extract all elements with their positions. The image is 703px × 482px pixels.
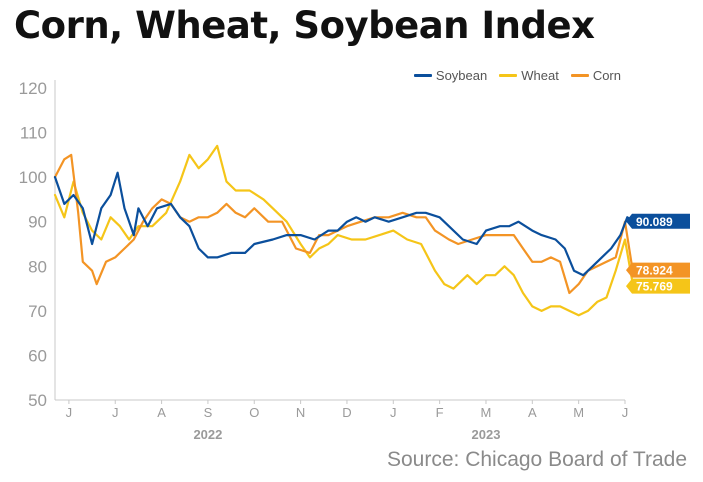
y-tick-label: 110 <box>20 124 47 143</box>
y-tick-label: 70 <box>28 302 47 321</box>
legend-swatch <box>413 74 432 77</box>
series-line-corn <box>53 153 645 295</box>
x-tick-label: A <box>528 405 537 420</box>
x-tick-label: M <box>481 405 492 420</box>
y-tick-label: 100 <box>19 168 47 187</box>
series-line-soybean <box>53 171 645 277</box>
x-tick-label: M <box>573 405 584 420</box>
series-line-wheat <box>53 144 645 317</box>
y-tick-label: 60 <box>28 346 47 365</box>
legend-label: Soybean <box>435 68 488 83</box>
end-value-tag-corn <box>626 262 690 278</box>
legend-swatch <box>570 74 589 77</box>
year-label: 2022 <box>193 427 222 442</box>
x-tick-label: D <box>342 405 351 420</box>
x-tick-label: O <box>249 405 259 420</box>
end-value-label: 75.769 <box>636 280 673 294</box>
y-tick-label: 120 <box>19 79 47 98</box>
end-value-label: 78.924 <box>636 264 673 278</box>
legend-item-corn: Corn <box>570 68 621 83</box>
chart-title: Corn, Wheat, Soybean Index <box>14 4 595 47</box>
x-tick-label: N <box>296 405 305 420</box>
x-tick-label: S <box>204 405 213 420</box>
year-label: 2023 <box>472 427 501 442</box>
legend-label: Corn <box>592 68 621 83</box>
legend-label: Wheat <box>521 68 559 83</box>
end-value-tag-soybean <box>626 213 690 229</box>
x-tick-label: A <box>157 405 166 420</box>
y-tick-label: 80 <box>28 257 47 276</box>
legend-swatch <box>499 74 518 77</box>
x-tick-label: F <box>436 405 444 420</box>
y-tick-label: 50 <box>28 391 47 410</box>
legend-item-soybean: Soybean <box>413 68 488 83</box>
end-value-label: 90.089 <box>636 215 673 229</box>
legend-item-wheat: Wheat <box>499 68 559 83</box>
y-tick-label: 90 <box>28 213 47 232</box>
end-value-tag-wheat <box>626 278 690 294</box>
x-tick-label: J <box>66 405 73 420</box>
x-tick-label: J <box>112 405 119 420</box>
x-tick-label: J <box>622 405 629 420</box>
source-note: Source: Chicago Board of Trade <box>386 448 687 471</box>
legend: Soybean Wheat Corn <box>413 68 621 83</box>
x-tick-label: J <box>390 405 397 420</box>
